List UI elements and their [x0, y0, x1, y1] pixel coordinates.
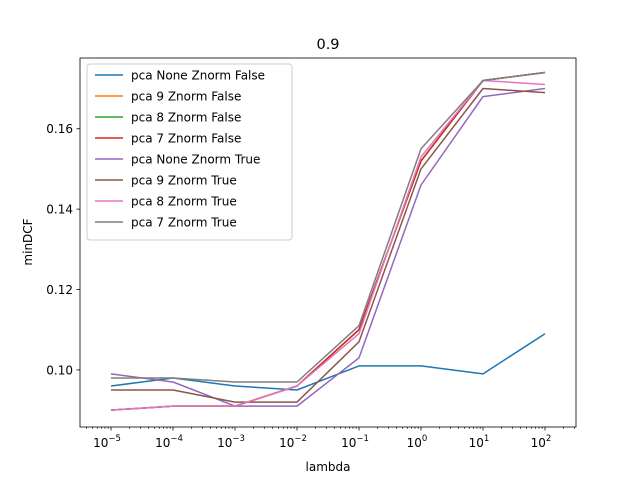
chart-title: 0.9: [316, 37, 339, 53]
y-tick-label: 0.10: [46, 363, 73, 377]
series-line-5: [110, 87, 546, 407]
x-tick-label: 101: [469, 434, 490, 450]
legend-label: pca 8 Znorm False: [131, 111, 241, 125]
x-tick-label: 10−5: [93, 434, 121, 450]
x-tick-label: 102: [531, 434, 552, 450]
x-tick-label: 10−3: [217, 434, 245, 450]
legend-label: pca 9 Znorm False: [131, 90, 241, 104]
series-line-7: [110, 79, 546, 411]
legend-label: pca None Znorm False: [131, 69, 265, 83]
x-tick-label: 10−4: [155, 434, 183, 450]
legend-label: pca 8 Znorm True: [131, 195, 237, 209]
legend: pca None Znorm False pca 9 Znorm False pca…: [86, 63, 293, 241]
legend-label: pca 7 Znorm True: [131, 216, 237, 230]
x-tick-label: 10−2: [279, 434, 307, 450]
x-tick-label: 100: [407, 434, 428, 450]
x-axis: 10−5 10−4 10−3 10−2 10−1 100 101 102: [86, 427, 575, 450]
x-tick-label: 10−1: [341, 434, 369, 450]
y-axis: 0.10 0.12 0.14 0.16: [46, 122, 80, 377]
legend-label: pca None Znorm True: [131, 153, 260, 167]
legend-label: pca 7 Znorm False: [131, 132, 241, 146]
legend-label: pca 9 Znorm True: [131, 174, 237, 188]
y-tick-label: 0.16: [46, 122, 73, 136]
y-axis-label: minDCF: [21, 218, 35, 265]
y-tick-label: 0.14: [46, 203, 73, 217]
plot-frame: [79, 57, 577, 428]
y-tick-label: 0.12: [46, 283, 73, 297]
legend-box: [86, 63, 293, 241]
series-line-6: [111, 87, 546, 403]
series-line-8: [111, 71, 546, 383]
x-axis-label: lambda: [306, 460, 351, 474]
series-layer: [110, 71, 546, 411]
